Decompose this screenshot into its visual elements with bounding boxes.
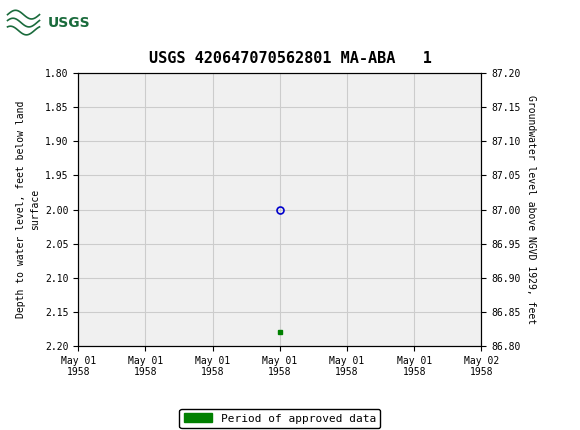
FancyBboxPatch shape (5, 4, 95, 41)
Y-axis label: Groundwater level above NGVD 1929, feet: Groundwater level above NGVD 1929, feet (526, 95, 536, 324)
Legend: Period of approved data: Period of approved data (179, 408, 380, 428)
Text: USGS 420647070562801 MA-ABA   1: USGS 420647070562801 MA-ABA 1 (148, 51, 432, 65)
Text: USGS: USGS (48, 15, 90, 30)
Y-axis label: Depth to water level, feet below land
surface: Depth to water level, feet below land su… (16, 101, 39, 318)
